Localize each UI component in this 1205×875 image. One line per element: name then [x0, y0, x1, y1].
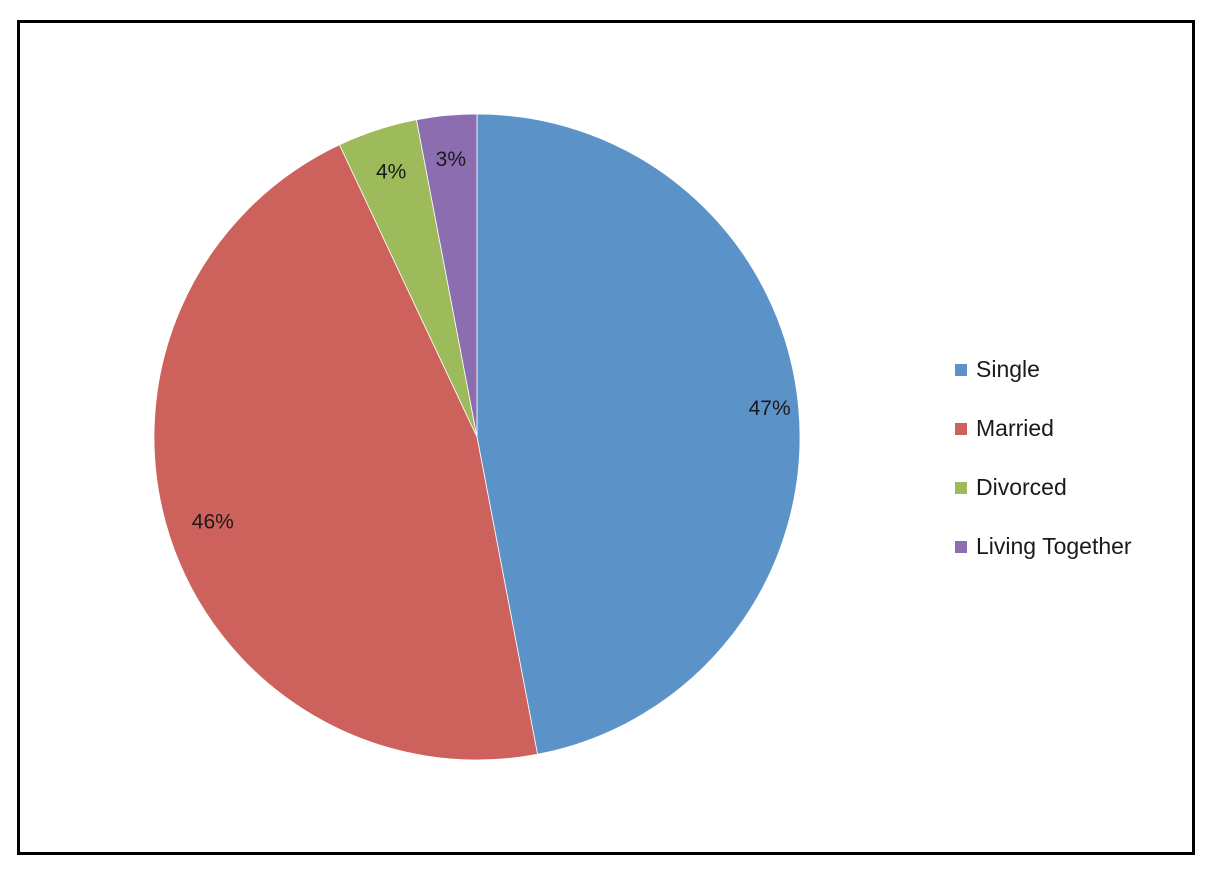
- legend-item-divorced: Divorced: [955, 458, 1195, 517]
- legend-item-single: Single: [955, 340, 1195, 399]
- legend-label-divorced: Divorced: [976, 474, 1067, 500]
- legend-swatch-single: [955, 363, 967, 376]
- legend-swatch-divorced: [955, 481, 967, 494]
- data-label-married: 46%: [192, 510, 234, 533]
- data-label-divorced: 4%: [376, 160, 406, 183]
- legend: Single Married Divorced Living Together: [955, 340, 1195, 576]
- legend-label-living-together: Living Together: [976, 533, 1132, 559]
- legend-label-married: Married: [976, 415, 1054, 441]
- legend-item-living-together: Living Together: [955, 517, 1195, 576]
- legend-swatch-married: [955, 422, 967, 435]
- data-label-living-together: 3%: [436, 148, 466, 171]
- legend-swatch-living-together: [955, 540, 967, 553]
- data-label-single: 47%: [749, 397, 791, 420]
- legend-item-married: Married: [955, 399, 1195, 458]
- legend-label-single: Single: [976, 356, 1040, 382]
- pie-slice-married: [153, 144, 538, 761]
- pie-slice-living-together: [416, 113, 478, 438]
- pie-slice-single: [476, 113, 801, 755]
